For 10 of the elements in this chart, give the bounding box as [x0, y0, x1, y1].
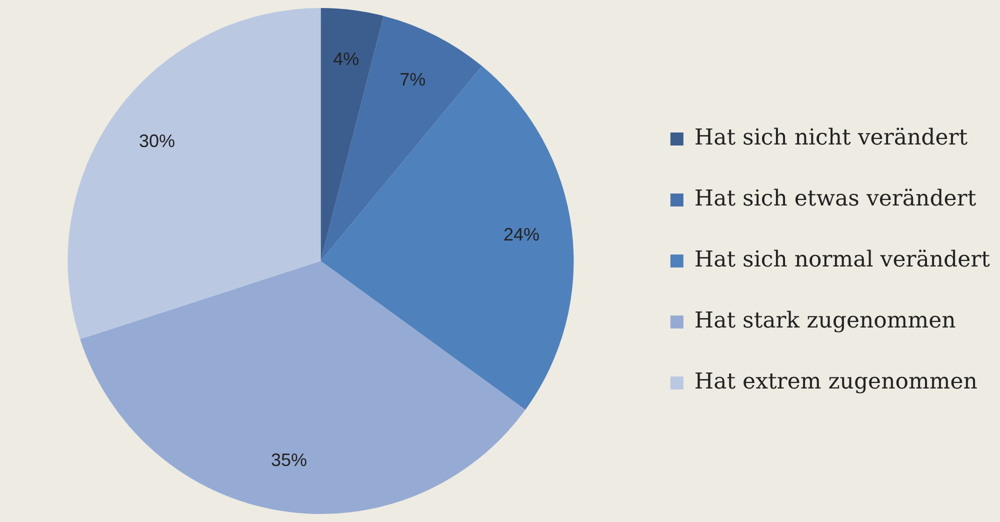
- data-label: 30%: [138, 131, 175, 151]
- data-label: 24%: [503, 224, 540, 245]
- data-label: 35%: [271, 450, 308, 470]
- legend-label: Hat sich etwas verändert: [694, 186, 976, 212]
- data-label: 7%: [400, 70, 426, 90]
- legend-label: Hat sich normal verändert: [694, 248, 990, 273]
- legend-label: Hat extrem zugenommen: [694, 370, 978, 395]
- legend-label: Hat sich nicht verändert: [694, 126, 968, 151]
- legend-label: Hat stark zugenommen: [694, 308, 956, 334]
- data-label: 4%: [333, 49, 360, 70]
